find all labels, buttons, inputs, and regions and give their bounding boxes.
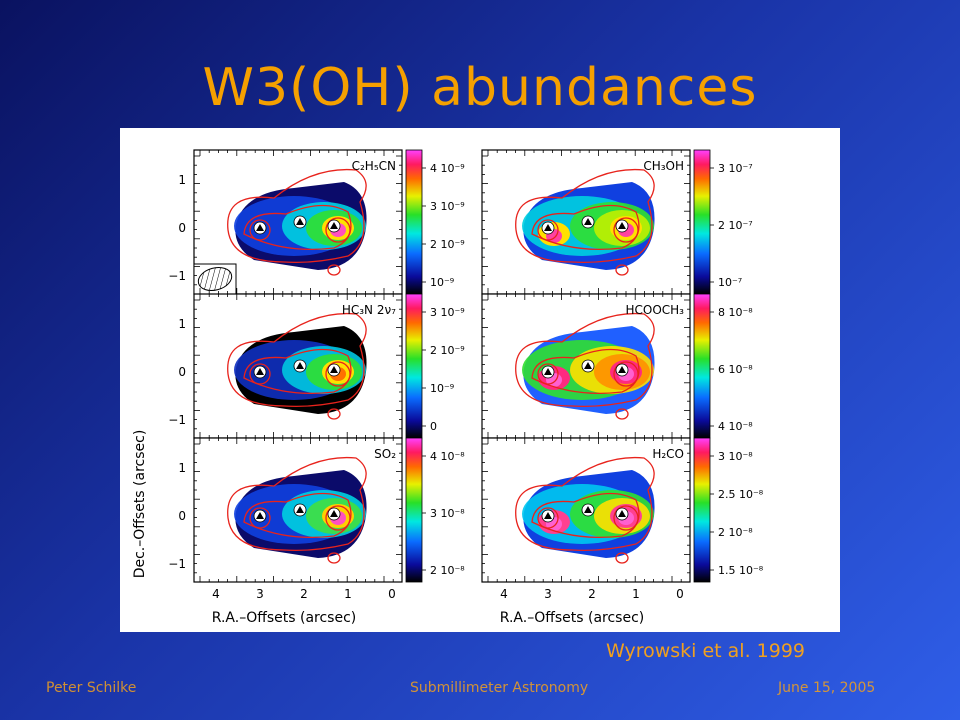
- continuum-contours: [515, 456, 655, 564]
- colorbar: [693, 293, 711, 439]
- y-tick-label: 0: [178, 365, 186, 379]
- x-tick-label: 3: [256, 587, 264, 601]
- y-tick-label: −1: [168, 413, 186, 427]
- x-tick-label: 1: [632, 587, 640, 601]
- molecule-label: SO₂: [374, 447, 396, 461]
- molecule-label: CH₃OH: [643, 159, 684, 173]
- molecule-label: H₂CO: [652, 447, 684, 461]
- footer-course: Submillimeter Astronomy: [410, 680, 589, 696]
- colorbar-tick-label: 4 10⁻⁹: [430, 162, 465, 175]
- x-tick-label: 3: [544, 587, 552, 601]
- colorbar-tick-label: 3 10⁻⁹: [430, 200, 465, 213]
- y-tick-label: 0: [178, 509, 186, 523]
- molecule-label: C₂H₅CN: [352, 159, 396, 173]
- y-tick-label: −1: [168, 269, 186, 283]
- colorbar-tick-label: 4 10⁻⁸: [718, 420, 753, 433]
- y-tick-label: 1: [178, 317, 186, 331]
- colorbar-tick-label: 10⁻⁷: [718, 276, 742, 289]
- colorbar-tick-label: 2 10⁻⁸: [430, 564, 465, 577]
- colorbar-tick-label: 3 10⁻⁸: [718, 450, 753, 463]
- y-tick-label: 1: [178, 173, 186, 187]
- colorbar-tick-label: 2 10⁻⁸: [718, 526, 753, 539]
- x-tick-label: 2: [588, 587, 596, 601]
- x-tick-label: 1: [344, 587, 352, 601]
- y-tick-label: −1: [168, 557, 186, 571]
- panel-4: HCOOCH₃ 8 10⁻⁸ 6 10⁻⁸ 4 10⁻⁸: [481, 293, 753, 439]
- colorbar: [405, 293, 423, 439]
- colorbar: [693, 437, 711, 583]
- colorbar-tick-label: 3 10⁻⁷: [718, 162, 753, 175]
- x-tick-label: 0: [676, 587, 684, 601]
- x-tick-label: 4: [212, 587, 220, 601]
- abundance-maps-svg: C₂H₅CN 4 10⁻⁹ 3 10⁻⁹ 2 10⁻⁹ 10⁻⁹ 1 0 −1 CH₃OH 3 1…: [132, 149, 764, 626]
- colorbar-tick-label: 2 10⁻⁹: [430, 238, 465, 251]
- molecule-label: HC₃N 2ν₇: [342, 303, 396, 317]
- colorbar-tick-label: 2.5 10⁻⁸: [718, 488, 764, 501]
- panel-frame: [481, 293, 691, 439]
- x-tick-label: 4: [500, 587, 508, 601]
- x-tick-label: 2: [300, 587, 308, 601]
- colorbar-tick-label: 2 10⁻⁷: [718, 219, 753, 232]
- abundance-figure: C₂H₅CN 4 10⁻⁹ 3 10⁻⁹ 2 10⁻⁹ 10⁻⁹ 1 0 −1 CH₃OH 3 1…: [120, 128, 840, 632]
- x-axis-label-right: R.A.–Offsets (arcsec): [500, 610, 645, 626]
- panel-1: C₂H₅CN 4 10⁻⁹ 3 10⁻⁹ 2 10⁻⁹ 10⁻⁹ 1 0 −1: [168, 149, 465, 295]
- continuum-contours: [227, 312, 367, 420]
- colorbar-tick-label: 4 10⁻⁸: [430, 450, 465, 463]
- continuum-contours: [515, 168, 655, 276]
- x-axis-label-left: R.A.–Offsets (arcsec): [212, 610, 357, 626]
- colorbar-tick-label: 3 10⁻⁹: [430, 306, 465, 319]
- colorbar-tick-label: 10⁻⁹: [430, 382, 454, 395]
- colorbar: [693, 149, 711, 295]
- continuum-contours: [227, 168, 367, 276]
- colorbar-tick-label: 10⁻⁹: [430, 276, 454, 289]
- citation-caption: Wyrowski et al. 1999: [606, 640, 806, 662]
- colorbar-tick-label: 6 10⁻⁸: [718, 363, 753, 376]
- colorbar: [405, 149, 423, 295]
- x-tick-label: 0: [388, 587, 396, 601]
- colorbar-tick-label: 3 10⁻⁸: [430, 507, 465, 520]
- beam-ellipse: [197, 266, 233, 292]
- panel-6: H₂CO 3 10⁻⁸ 2.5 10⁻⁸ 2 10⁻⁸ 1.5 10⁻⁸ 4 3 2 1 0: [481, 437, 764, 601]
- molecule-label: HCOOCH₃: [625, 303, 684, 317]
- panel-2: CH₃OH 3 10⁻⁷ 2 10⁻⁷ 10⁻⁷: [481, 149, 753, 295]
- y-axis-label: Dec.–Offsets (arcsec): [132, 430, 148, 579]
- colorbar-tick-label: 0: [430, 420, 437, 433]
- colorbar-tick-label: 8 10⁻⁸: [718, 306, 753, 319]
- slide-title: W3(OH) abundances: [202, 58, 758, 118]
- footer-date: June 15, 2005: [778, 680, 876, 696]
- colorbar-tick-label: 1.5 10⁻⁸: [718, 564, 764, 577]
- footer-author: Peter Schilke: [46, 680, 137, 696]
- y-tick-label: 1: [178, 461, 186, 475]
- continuum-contours: [227, 456, 367, 564]
- continuum-contours: [515, 312, 655, 420]
- colorbar-tick-label: 2 10⁻⁹: [430, 344, 465, 357]
- panel-5: SO₂ 4 10⁻⁸ 3 10⁻⁸ 2 10⁻⁸ 1 0 −1 4 3 2 1 0: [168, 437, 465, 601]
- colorbar: [405, 437, 423, 583]
- y-tick-label: 0: [178, 221, 186, 235]
- panel-3: HC₃N 2ν₇ 3 10⁻⁹ 2 10⁻⁹ 10⁻⁹ 0 1 0 −1: [168, 293, 465, 439]
